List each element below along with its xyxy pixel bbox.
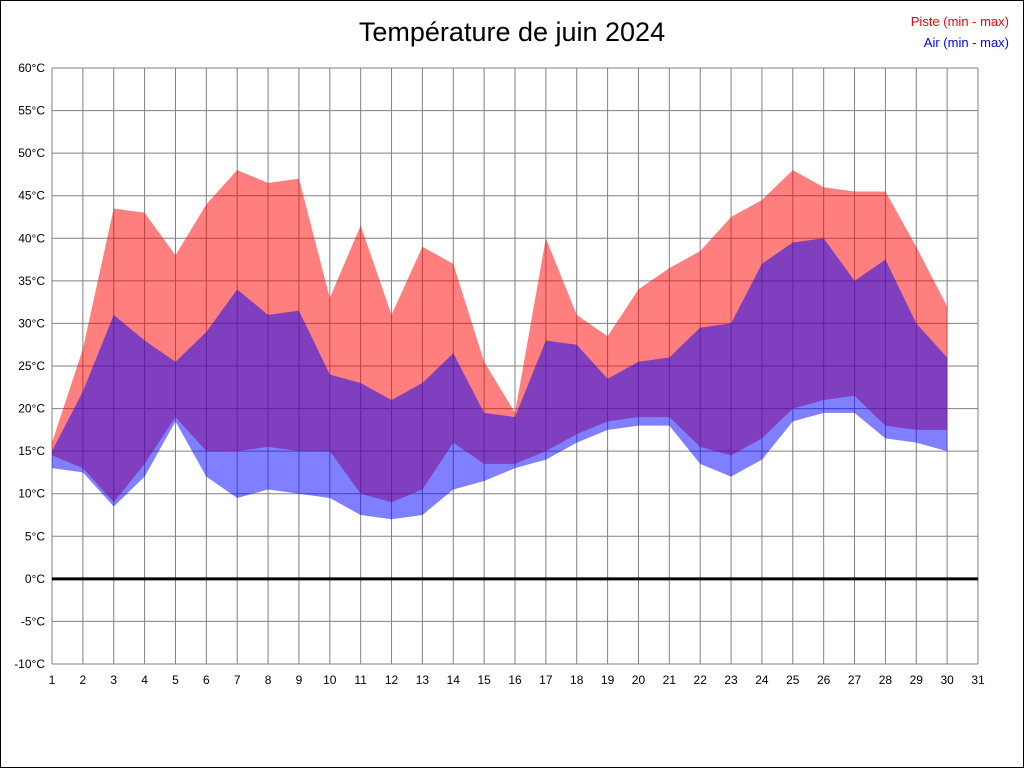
x-axis-tick-label: 12 [385, 673, 399, 687]
y-axis-tick-label: 15°C [18, 444, 45, 458]
x-axis-tick-label: 3 [110, 673, 117, 687]
x-axis-tick-label: 24 [755, 673, 769, 687]
y-axis-tick-label: 0°C [25, 572, 45, 586]
x-axis-tick-label: 2 [80, 673, 87, 687]
chart-title: Température de juin 2024 [358, 17, 666, 47]
y-axis-tick-label: -5°C [21, 614, 45, 628]
x-axis-tick-label: 10 [323, 673, 337, 687]
x-axis-tick-label: 5 [172, 673, 179, 687]
x-axis-tick-label: 8 [265, 673, 272, 687]
x-axis-tick-label: 16 [508, 673, 522, 687]
x-axis-tick-label: 22 [694, 673, 708, 687]
x-axis-tick-label: 13 [416, 673, 430, 687]
x-axis-tick-label: 18 [570, 673, 584, 687]
x-axis-tick-label: 14 [447, 673, 461, 687]
x-axis-tick-label: 28 [879, 673, 893, 687]
legend-air-label: Air (min - max) [923, 35, 1009, 50]
y-axis-tick-label: 60°C [18, 61, 45, 75]
y-axis-tick-label: 50°C [18, 146, 45, 160]
x-axis-tick-label: 30 [940, 673, 954, 687]
x-axis-tick-label: 21 [663, 673, 677, 687]
y-axis-tick-label: -10°C [14, 657, 45, 671]
x-axis-tick-label: 1 [49, 673, 56, 687]
y-axis-tick-label: 10°C [18, 487, 45, 501]
x-axis-tick-label: 27 [848, 673, 862, 687]
y-axis-tick-label: 55°C [18, 104, 45, 118]
y-axis-tick-label: 40°C [18, 231, 45, 245]
x-axis-tick-label: 15 [477, 673, 491, 687]
x-axis-tick-label: 6 [203, 673, 210, 687]
y-axis-tick-label: 25°C [18, 359, 45, 373]
x-axis-tick-label: 29 [910, 673, 924, 687]
x-axis-tick-label: 23 [724, 673, 738, 687]
y-axis-tick-label: 30°C [18, 316, 45, 330]
band-air [52, 238, 948, 520]
x-axis-tick-label: 9 [296, 673, 303, 687]
x-axis-tick-label: 26 [817, 673, 831, 687]
y-axis-tick-label: 45°C [18, 189, 45, 203]
x-axis-tick-label: 19 [601, 673, 615, 687]
x-axis-tick-label: 7 [234, 673, 241, 687]
x-axis-tick-label: 31 [971, 673, 985, 687]
x-axis-tick-label: 25 [786, 673, 800, 687]
x-axis-tick-label: 20 [632, 673, 646, 687]
y-axis-tick-label: 5°C [25, 529, 45, 543]
y-axis-tick-label: 20°C [18, 402, 45, 416]
x-axis-tick-label: 11 [354, 673, 367, 687]
chart-legend: Piste (min - max) Air (min - max) [911, 11, 1009, 53]
legend-piste-label: Piste (min - max) [910, 14, 1009, 29]
x-axis-tick-label: 4 [141, 673, 148, 687]
x-axis-tick-label: 17 [539, 673, 553, 687]
y-axis-tick-label: 35°C [18, 274, 45, 288]
